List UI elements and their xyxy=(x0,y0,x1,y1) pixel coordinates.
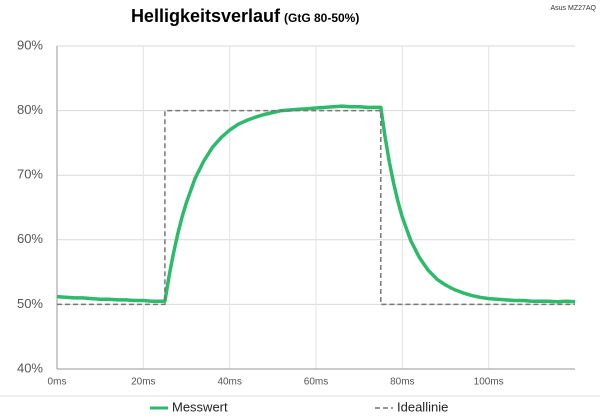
y-tick-label: 60% xyxy=(17,231,43,246)
x-tick-label: 60ms xyxy=(304,377,328,388)
x-tick-label: 0ms xyxy=(48,377,67,388)
series-line xyxy=(57,109,575,306)
y-tick-label: 40% xyxy=(17,360,43,375)
legend-label: Messwert xyxy=(172,399,228,414)
y-tick-label: 50% xyxy=(17,296,43,311)
x-tick-label: 100ms xyxy=(474,377,504,388)
chart-subtitle: (GtG 80-50%) xyxy=(284,11,359,25)
x-tick-label: 40ms xyxy=(217,377,241,388)
legend-label: Ideallinie xyxy=(397,399,448,414)
y-tick-label: 90% xyxy=(17,37,43,52)
y-tick-label: 80% xyxy=(17,102,43,117)
annotation: Asus MZ27AQ xyxy=(550,5,596,12)
x-tick-label: 20ms xyxy=(131,377,155,388)
chart-title: Helligkeitsverlauf xyxy=(131,6,281,26)
series-line xyxy=(56,104,576,304)
y-tick-label: 70% xyxy=(17,167,43,182)
x-tick-label: 80ms xyxy=(390,377,414,388)
